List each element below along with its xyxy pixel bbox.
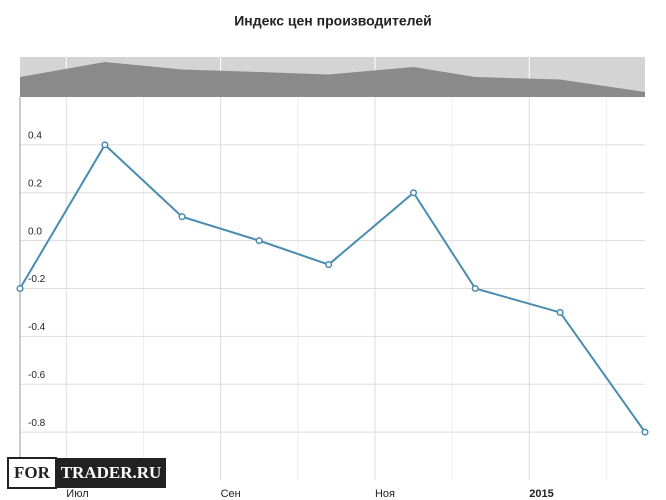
point (471, 284, 479, 293)
navigator-area (20, 62, 645, 97)
chart-title: Индекс цен производителей (234, 13, 432, 29)
y-tick-label: -0.6 (28, 370, 46, 381)
y-tick-label: 0.0 (28, 226, 42, 237)
y-tick-label: -0.8 (28, 418, 46, 429)
point (409, 189, 418, 197)
point (178, 213, 186, 221)
y-tick-label: -0.2 (28, 274, 46, 285)
y-tick-label: -0.4 (28, 322, 46, 333)
x-tick-label: 2015 (529, 488, 553, 500)
point (556, 308, 564, 316)
point (16, 284, 24, 293)
point (255, 237, 263, 245)
point (641, 428, 649, 436)
y-tick-label: 0.4 (28, 131, 42, 142)
watermark-text: FOR (14, 463, 51, 482)
point (325, 261, 333, 269)
watermark-text: TRADER.RU (61, 463, 162, 482)
x-tick-label: Ноя (375, 488, 395, 500)
x-tick-label: Июл (66, 488, 88, 500)
y-tick-label: 0.2 (28, 178, 42, 189)
x-tick-label: Сен (221, 488, 241, 500)
watermark-box (56, 458, 166, 488)
point (101, 141, 109, 149)
